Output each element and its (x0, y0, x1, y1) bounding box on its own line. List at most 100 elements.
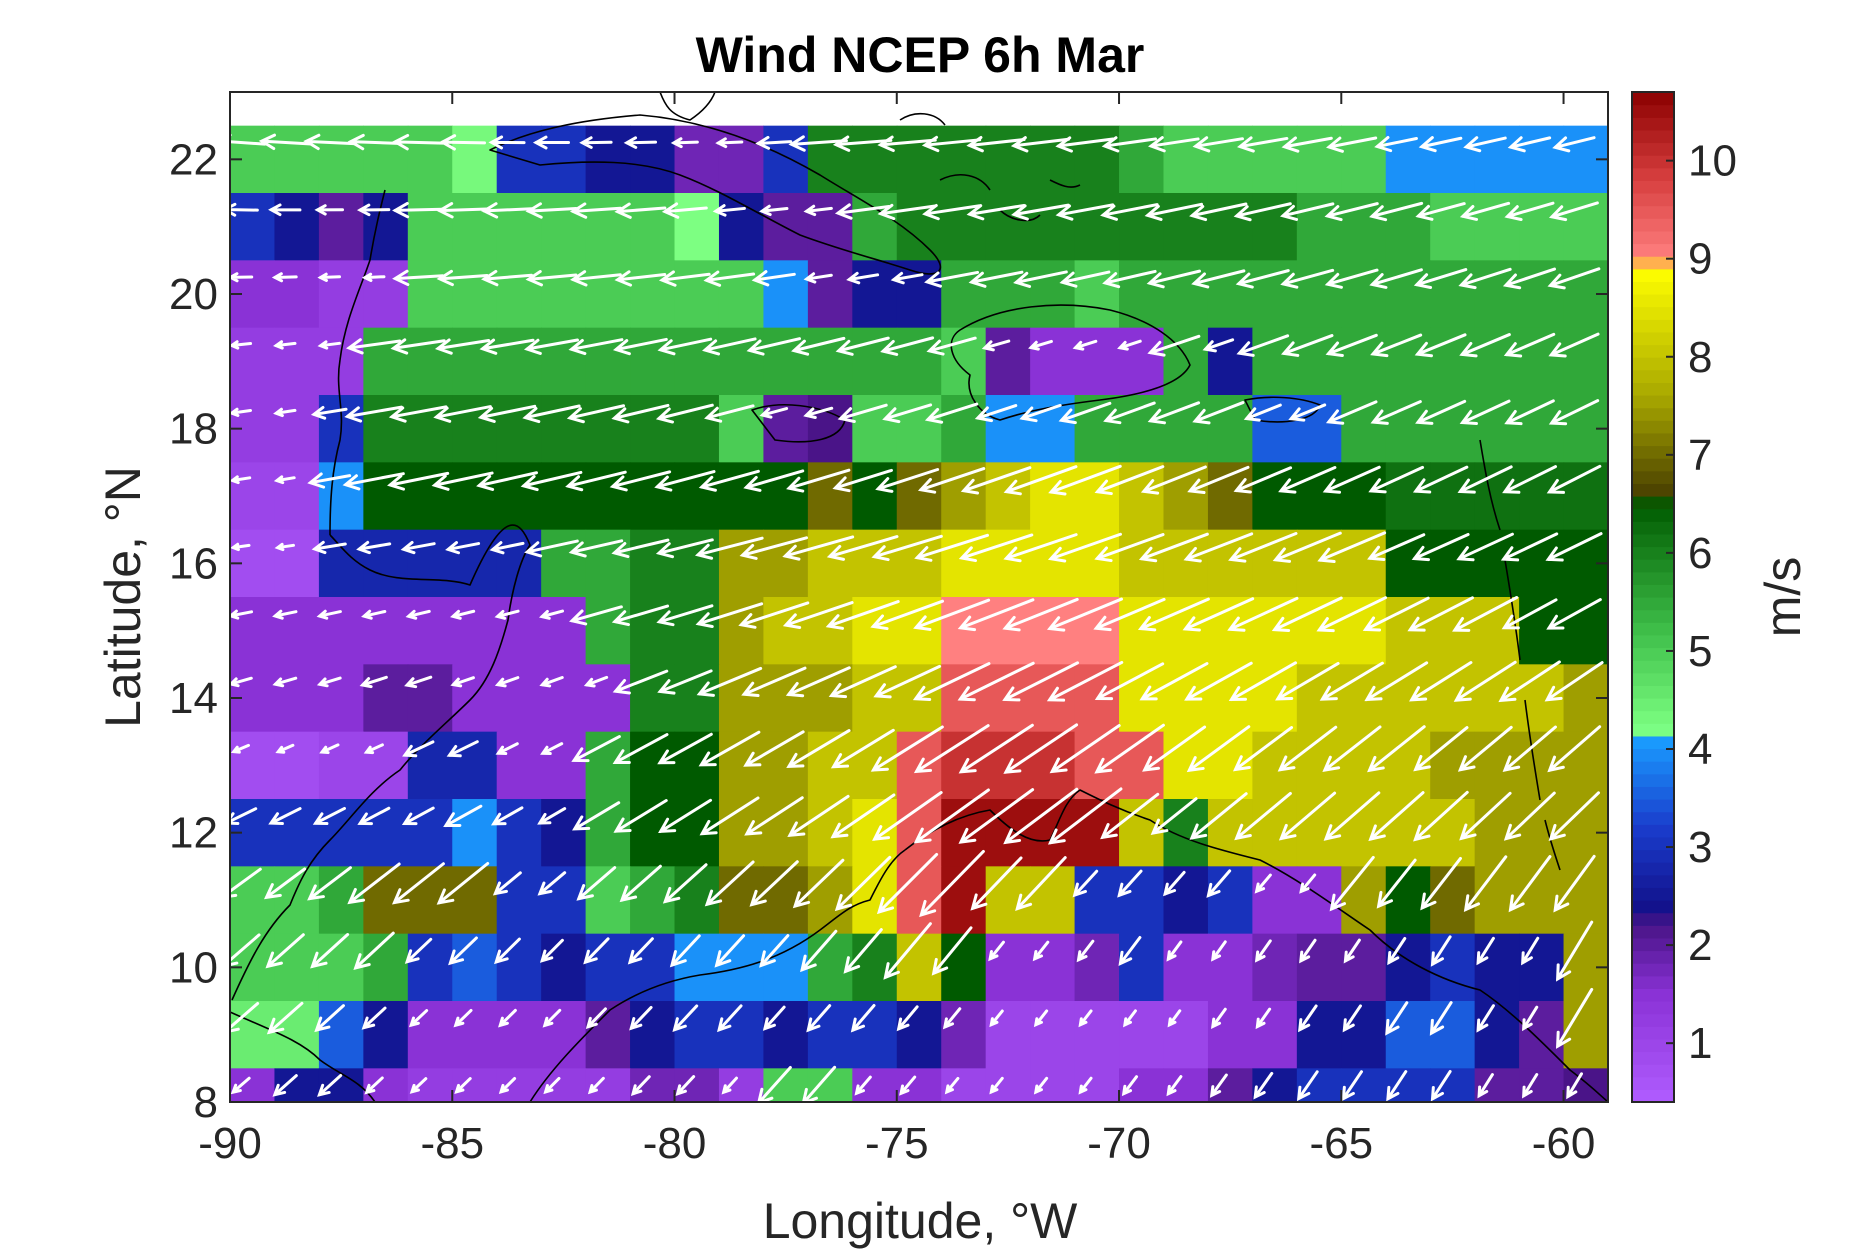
heatmap-cell (1385, 125, 1431, 194)
wind-vector (498, 1008, 517, 1028)
heatmap-cell (1430, 260, 1476, 329)
wind-vector (669, 934, 701, 968)
wind-vector (970, 856, 1023, 911)
colorbar-segment (1632, 117, 1674, 131)
y-tick-label: 20 (169, 270, 218, 319)
wind-vector (854, 1075, 872, 1096)
wind-vector (792, 858, 845, 909)
wind-vector (364, 1076, 384, 1095)
wind-vector (1546, 598, 1602, 630)
heatmap-cell (363, 395, 409, 463)
heatmap-cell (674, 260, 720, 329)
heatmap-cell (230, 866, 276, 935)
wind-vector (743, 469, 805, 492)
wind-vector (739, 536, 808, 560)
colorbar-segment (1632, 559, 1674, 573)
wind-vector (1147, 334, 1201, 357)
wind-vector (1430, 935, 1452, 967)
wind-vector (1457, 725, 1513, 772)
wind-vector (1003, 723, 1079, 774)
wind-vector (1476, 1004, 1495, 1033)
heatmap-cell (852, 933, 898, 1002)
heatmap-cell (496, 1001, 542, 1069)
colorbar-tick-label: 6 (1688, 529, 1712, 578)
wind-vector (357, 806, 391, 826)
heatmap-cell (985, 799, 1031, 867)
wind-vector (1255, 1007, 1272, 1030)
heatmap-cell (1474, 260, 1520, 329)
heatmap-cell (718, 597, 765, 665)
wind-vector (803, 204, 833, 217)
wind-vector (1386, 1070, 1408, 1102)
wind-vector (445, 541, 481, 555)
heatmap-cell (1252, 1068, 1298, 1102)
wind-vector (1415, 399, 1467, 425)
heatmap-cell (452, 933, 498, 1002)
heatmap-cell (1119, 1001, 1165, 1069)
wind-vector (1166, 1075, 1183, 1097)
y-tick-label: 8 (194, 1078, 218, 1127)
wind-vector (1521, 936, 1540, 966)
wind-vector (230, 475, 252, 485)
wind-vector (1325, 400, 1378, 425)
colorbar-tick-label: 7 (1688, 431, 1712, 480)
wind-vector (436, 269, 489, 287)
wind-vector (1166, 940, 1183, 962)
heatmap-cell (1474, 193, 1520, 261)
colorbar-segment (1632, 988, 1674, 1002)
heatmap-cell (1030, 1001, 1076, 1069)
wind-vector (1028, 339, 1053, 351)
colorbar-segment (1632, 306, 1674, 320)
wind-vector (1476, 936, 1495, 966)
heatmap-cell (1563, 193, 1608, 261)
wind-vector (1552, 136, 1596, 153)
wind-vector (565, 470, 627, 492)
heatmap-cell (896, 395, 942, 463)
heatmap-cell (452, 664, 498, 733)
heatmap-cell (1074, 529, 1120, 598)
colorbar-segment (1632, 104, 1674, 118)
heatmap-cell (674, 327, 720, 396)
colorbar-segment (1632, 281, 1674, 295)
heatmap-cell (1119, 395, 1165, 463)
colorbar-segment (1632, 900, 1674, 914)
heatmap-cell (1474, 125, 1520, 194)
heatmap-cell (1296, 193, 1342, 261)
wind-vector (1298, 1004, 1318, 1033)
heatmap-cell (318, 664, 364, 733)
wind-vector (882, 403, 933, 424)
colorbar-segment (1632, 483, 1674, 497)
wind-vector (1502, 465, 1558, 494)
wind-vector (1055, 203, 1115, 221)
wind-vector (344, 405, 404, 423)
wind-vector (958, 723, 1034, 774)
wind-vector (1186, 725, 1251, 773)
heatmap-cell (274, 327, 320, 396)
heatmap-cell (1163, 799, 1209, 867)
heatmap-cell (1385, 395, 1431, 463)
heatmap-cell (1030, 395, 1076, 463)
wind-vector (1325, 333, 1378, 358)
wind-vector (1343, 938, 1361, 964)
wind-vector (263, 867, 307, 900)
x-tick-label: -75 (865, 1119, 929, 1168)
heatmap-cell (718, 125, 765, 194)
heatmap-cell (407, 193, 453, 261)
colorbar-segment (1632, 193, 1674, 207)
wind-vector (958, 788, 1035, 844)
wind-vector (230, 933, 261, 967)
heatmap-cell (1474, 933, 1520, 1002)
wind-vector (569, 202, 622, 219)
heatmap-cell (674, 664, 720, 733)
wind-vector (926, 336, 977, 356)
y-axis-title: Latitude, °N (95, 466, 151, 728)
colorbar-tick-label: 1 (1688, 1019, 1712, 1068)
heatmap-cell (1074, 866, 1120, 935)
wind-vector (1059, 270, 1111, 288)
heatmap-cell (1030, 125, 1076, 194)
heatmap-cell (807, 529, 853, 598)
colorbar-segment (1632, 167, 1674, 181)
wind-vector (1368, 791, 1425, 842)
wind-vector (1137, 597, 1210, 632)
heatmap-cell (1163, 1001, 1209, 1069)
